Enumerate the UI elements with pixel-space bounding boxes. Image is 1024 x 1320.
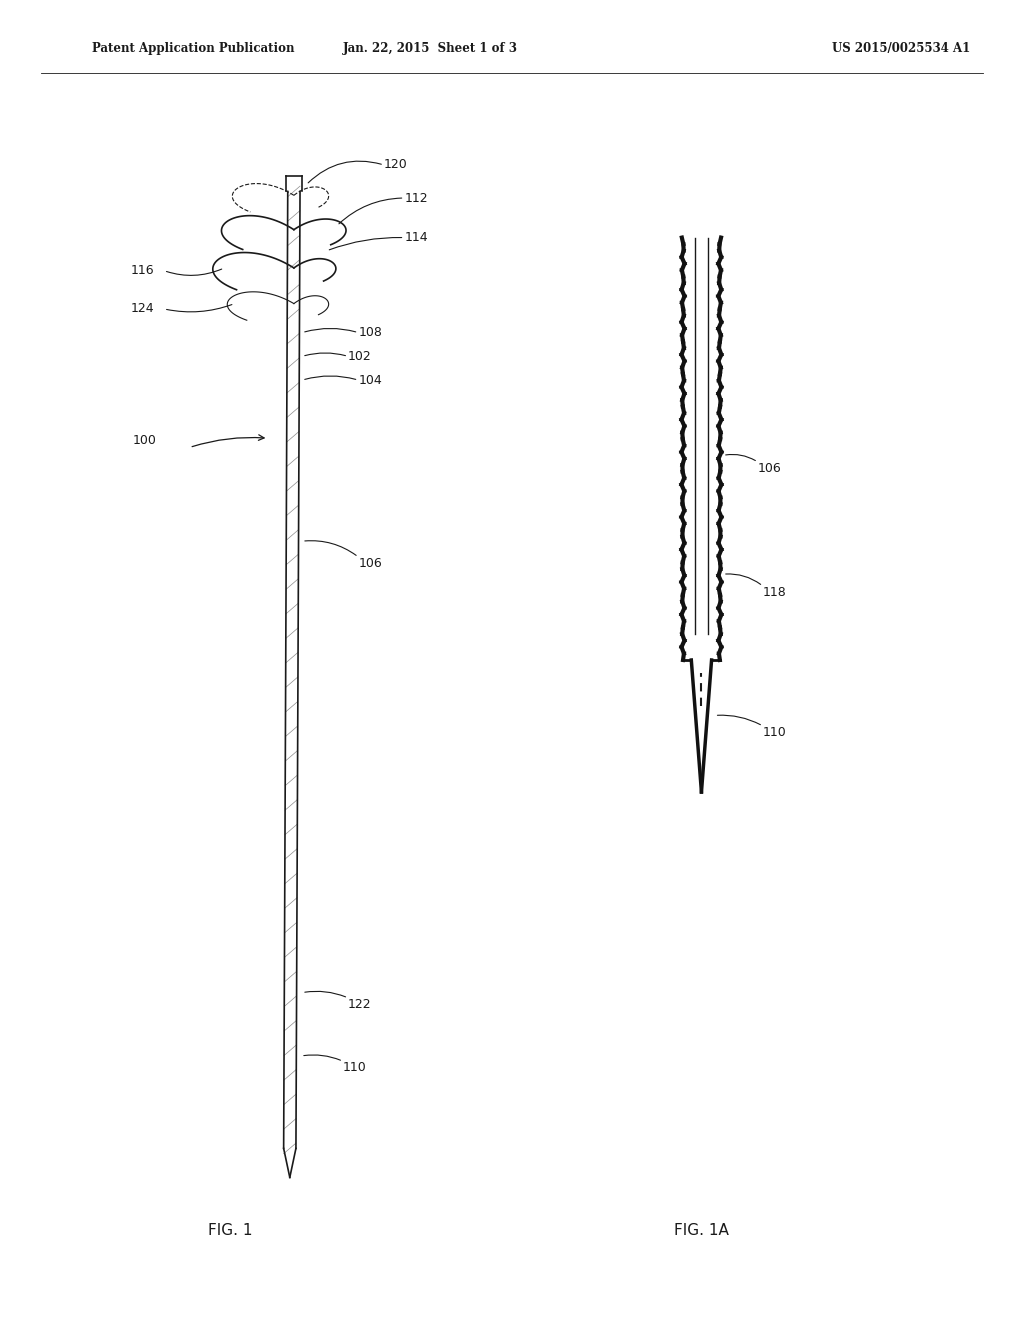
Text: 120: 120 (384, 158, 408, 172)
Text: FIG. 1: FIG. 1 (208, 1222, 253, 1238)
Text: 106: 106 (358, 557, 382, 570)
Text: 102: 102 (348, 350, 372, 363)
Text: 116: 116 (131, 264, 155, 277)
Text: Jan. 22, 2015  Sheet 1 of 3: Jan. 22, 2015 Sheet 1 of 3 (343, 42, 517, 55)
Text: Patent Application Publication: Patent Application Publication (92, 42, 295, 55)
Text: 122: 122 (348, 998, 372, 1011)
Text: FIG. 1A: FIG. 1A (674, 1222, 729, 1238)
Text: 104: 104 (358, 374, 382, 387)
Text: 100: 100 (133, 434, 157, 447)
Text: 108: 108 (358, 326, 382, 339)
Text: US 2015/0025534 A1: US 2015/0025534 A1 (831, 42, 971, 55)
Text: 114: 114 (404, 231, 428, 244)
Text: 112: 112 (404, 191, 428, 205)
Text: 124: 124 (131, 302, 155, 315)
Text: 110: 110 (763, 726, 786, 739)
Text: 118: 118 (763, 586, 786, 599)
Text: 106: 106 (758, 462, 781, 475)
Text: 110: 110 (343, 1061, 367, 1074)
